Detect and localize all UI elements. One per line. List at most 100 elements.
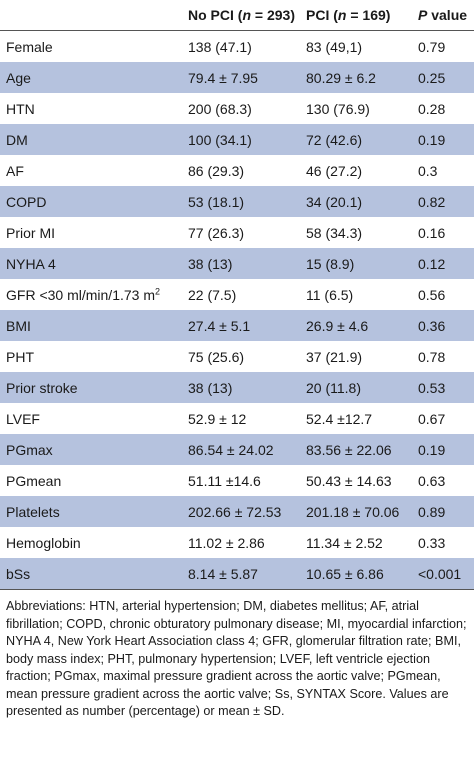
cell-no-pci-text: 86 (29.3) [188,162,245,179]
row-label-text: Prior MI [6,224,55,241]
cell-pci: 52.4 ±12.7 [300,403,412,434]
table-row: GFR <30 ml/min/1.73 m2 22 (7.5) 11 (6.5) 0.… [0,279,474,310]
table-row: PGmean 51.11 ±14.6 50.43 ± 14.63 0.63 [0,465,474,496]
cell-p-value-text: 0.89 [418,503,446,520]
table-body: Female 138 (47.1) 83 (49,1) 0.79 Age 79.4 ± 7… [0,31,474,590]
cell-no-pci: 202.66 ± 72.53 [182,496,300,527]
cell-p-value-text: 0.33 [418,534,446,551]
cell-p-value-text: 0.82 [418,193,446,210]
cell-pci-text: 37 (21.9) [306,348,363,365]
cell-pci-text: 46 (27.2) [306,162,363,179]
cell-p-value-text: 0.36 [418,317,446,334]
cell-no-pci: 38 (13) [182,372,300,403]
cell-no-pci: 11.02 ± 2.86 [182,527,300,558]
cell-pci-text: 52.4 ±12.7 [306,410,373,427]
cell-p-value: 0.28 [412,93,474,124]
cell-pci-text: 11.34 ± 2.52 [306,534,383,551]
cell-p-value-text: 0.16 [418,224,446,241]
header-no-pci-pre: No PCI ( [188,7,243,23]
row-label-text: BMI [6,317,31,334]
cell-no-pci-text: 77 (26.3) [188,224,245,241]
cell-p-value-text: 0.53 [418,379,446,396]
row-label: Age [0,62,182,93]
row-label-superscript: 2 [155,285,161,296]
header-no-pci-n: n [242,7,252,23]
cell-p-value: 0.12 [412,248,474,279]
row-label-text: bSs [6,565,31,582]
cell-no-pci: 53 (18.1) [182,186,300,217]
cell-p-value: <0.001 [412,558,474,590]
cell-pci-text: 80.29 ± 6.2 [306,69,376,86]
cell-no-pci: 79.4 ± 7.95 [182,62,300,93]
cell-pci: 20 (11.8) [300,372,412,403]
cell-pci-text: 201.18 ± 70.06 [306,503,400,520]
cell-p-value: 0.78 [412,341,474,372]
cell-pci: 80.29 ± 6.2 [300,62,412,93]
cell-p-value-text: 0.28 [418,100,446,117]
table-row: DM 100 (34.1) 72 (42.6) 0.19 [0,124,474,155]
cell-no-pci-text: 75 (25.6) [188,348,245,365]
cell-pci: 58 (34.3) [300,217,412,248]
row-label-text: Female [6,38,53,55]
cell-no-pci: 86.54 ± 24.02 [182,434,300,465]
table-row: Female 138 (47.1) 83 (49,1) 0.79 [0,31,474,63]
cell-no-pci-text: 11.02 ± 2.86 [188,534,265,551]
header-pci: PCI (n = 169) [300,0,412,31]
cell-pci: 11.34 ± 2.52 [300,527,412,558]
table-row: Prior stroke 38 (13) 20 (11.8) 0.53 [0,372,474,403]
table-header: No PCI (n = 293) PCI (n = 169) P value [0,0,474,31]
row-label: Prior stroke [0,372,182,403]
cell-p-value-text: 0.25 [418,69,446,86]
cell-pci: 201.18 ± 70.06 [300,496,412,527]
cell-pci-text: 26.9 ± 4.6 [306,317,369,334]
cell-pci: 83 (49,1) [300,31,412,63]
cell-p-value-text: 0.79 [418,38,446,55]
cell-p-value: 0.33 [412,527,474,558]
row-label: Prior MI [0,217,182,248]
cell-pci: 10.65 ± 6.86 [300,558,412,590]
cell-p-value-text: 0.67 [418,410,446,427]
row-label: PGmax [0,434,182,465]
header-row: No PCI (n = 293) PCI (n = 169) P value [0,0,474,31]
table-row: BMI 27.4 ± 5.1 26.9 ± 4.6 0.36 [0,310,474,341]
row-label-text: COPD [6,193,47,210]
cell-pci-text: 11 (6.5) [306,286,354,303]
cell-p-value: 0.82 [412,186,474,217]
row-label-text: DM [6,131,28,148]
header-p-value: P value [412,0,474,31]
cell-p-value-text: <0.001 [418,565,462,582]
cell-pci: 46 (27.2) [300,155,412,186]
row-label: NYHA 4 [0,248,182,279]
row-label: PGmean [0,465,182,496]
cell-pci-text: 83.56 ± 22.06 [306,441,392,458]
table-row: NYHA 4 38 (13) 15 (8.9) 0.12 [0,248,474,279]
cell-p-value-text: 0.19 [418,441,446,458]
cell-p-value-text: 0.19 [418,131,446,148]
table-row: Platelets 202.66 ± 72.53 201.18 ± 70.06 0.8… [0,496,474,527]
row-label: Platelets [0,496,182,527]
row-label: Hemoglobin [0,527,182,558]
header-pci-pre: PCI ( [306,7,338,23]
cell-no-pci-text: 27.4 ± 5.1 [188,317,251,334]
cell-pci: 37 (21.9) [300,341,412,372]
cell-no-pci: 52.9 ± 12 [182,403,300,434]
cell-pci-text: 83 (49,1) [306,38,363,55]
cell-p-value-text: 0.12 [418,255,446,272]
cell-no-pci-text: 22 (7.5) [188,286,237,303]
cell-no-pci: 100 (34.1) [182,124,300,155]
cell-pci-text: 58 (34.3) [306,224,363,241]
row-label-text: Age [6,69,31,86]
cell-pci: 50.43 ± 14.63 [300,465,412,496]
cell-no-pci: 27.4 ± 5.1 [182,310,300,341]
table-row: PGmax 86.54 ± 24.02 83.56 ± 22.06 0.19 [0,434,474,465]
row-label: bSs [0,558,182,590]
cell-pci: 83.56 ± 22.06 [300,434,412,465]
cell-no-pci-text: 138 (47.1) [188,38,252,55]
cell-no-pci-text: 38 (13) [188,255,233,272]
cell-no-pci-text: 8.14 ± 5.87 [188,565,258,582]
table-row: HTN 200 (68.3) 130 (76.9) 0.28 [0,93,474,124]
table-row: AF 86 (29.3) 46 (27.2) 0.3 [0,155,474,186]
header-pci-n: n [337,7,347,23]
cell-pci: 15 (8.9) [300,248,412,279]
cell-p-value: 0.3 [412,155,474,186]
